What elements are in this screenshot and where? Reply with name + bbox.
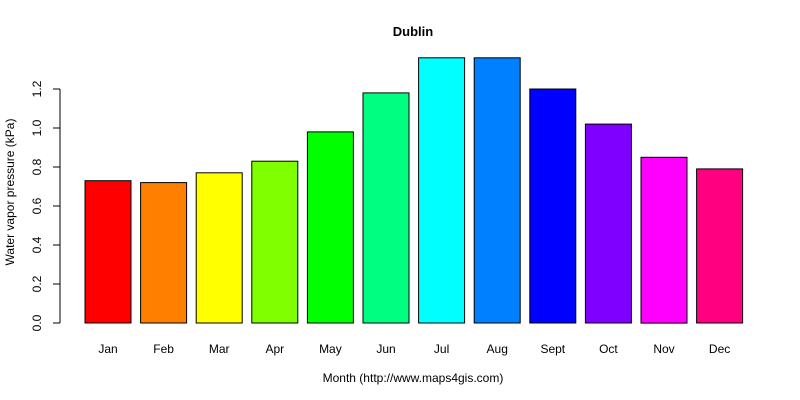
x-tick-label: Mar [209,342,230,356]
x-tick-label: Sept [540,342,565,356]
bar-dec [696,168,744,324]
bar-apr [251,160,299,324]
x-tick-label: Aug [487,342,508,356]
y-axis-label: Water vapor pressure (kPa) [3,119,17,266]
bar-jan [84,180,132,324]
x-tick-label: Apr [265,342,284,356]
bars-group [84,57,744,324]
bar-feb [140,182,188,324]
x-tick-label: Oct [599,342,618,356]
y-tick-label: 1.0 [30,119,44,136]
y-tick-label: 0.2 [30,275,44,292]
bar-jul [418,57,466,324]
bar-jun [362,92,410,324]
y-tick-label: 1.2 [30,80,44,97]
x-tick-label: Nov [653,342,674,356]
x-tick-label: Dec [709,342,730,356]
x-axis-label: Month (http://www.maps4gis.com) [323,371,504,385]
bar-mar [195,172,243,324]
bar-aug [473,57,521,324]
x-tick-label: Jul [434,342,449,356]
y-axis: 0.0 0.2 0.4 0.6 0.8 1.0 1.2 [30,80,61,331]
x-tick-label: Jan [98,342,117,356]
x-tick-label: May [319,342,342,356]
bar-nov [640,156,688,324]
x-tick-label: Jun [376,342,395,356]
y-tick-label: 0.0 [30,314,44,331]
y-tick-label: 0.8 [30,158,44,175]
x-tick-labels: Jan Feb Mar Apr May Jun Jul Aug Sept Oct Nov Dec [98,342,730,356]
chart-title: Dublin [393,24,433,39]
bar-may [306,131,354,324]
bar-sept [529,88,577,324]
y-tick-label: 0.6 [30,197,44,214]
y-tick-label: 0.4 [30,236,44,253]
x-tick-label: Feb [153,342,174,356]
bar-oct [584,123,632,324]
